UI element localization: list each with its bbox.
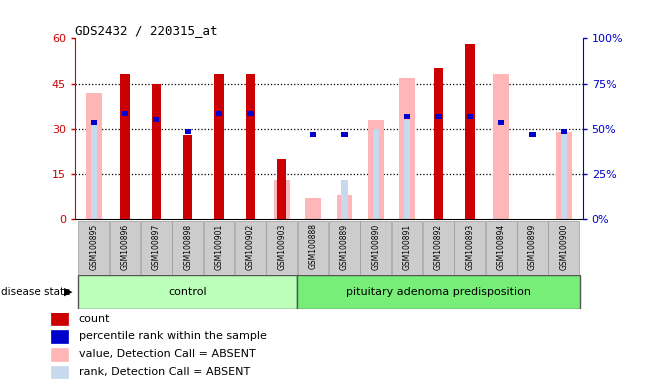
Bar [465,45,475,219]
Text: pituitary adenoma predisposition: pituitary adenoma predisposition [346,287,531,297]
Bar [310,132,316,137]
Text: GSM100895: GSM100895 [89,223,98,270]
Bar [109,221,141,275]
Text: percentile rank within the sample: percentile rank within the sample [79,331,266,341]
Bar [298,221,329,275]
Bar [86,93,102,219]
Text: GSM100898: GSM100898 [183,223,192,270]
Bar [341,132,348,137]
Bar [204,221,234,275]
Bar [305,198,321,219]
Bar [152,84,161,219]
Bar [90,122,97,219]
Bar [361,221,391,275]
Bar [78,221,109,275]
Text: GSM100900: GSM100900 [559,223,568,270]
Text: GSM100892: GSM100892 [434,223,443,270]
Bar [372,129,379,219]
Text: rank, Detection Call = ABSENT: rank, Detection Call = ABSENT [79,367,250,377]
Bar [122,111,128,116]
Bar [392,221,422,275]
Text: GSM100890: GSM100890 [371,223,380,270]
Text: GSM100896: GSM100896 [120,223,130,270]
Bar [214,74,224,219]
Bar [368,120,383,219]
Bar [423,221,454,275]
Bar [498,120,505,125]
Bar [235,221,266,275]
Text: disease state: disease state [1,287,71,297]
Bar [183,135,193,219]
Bar [277,159,286,219]
Text: GSM100901: GSM100901 [215,223,223,270]
Bar [266,221,297,275]
Bar [399,78,415,219]
Bar [561,132,567,219]
Text: control: control [169,287,207,297]
Bar [341,180,348,219]
Text: GSM100893: GSM100893 [465,223,475,270]
Bar [529,132,536,137]
Bar [404,114,410,119]
Bar [274,180,290,219]
Text: GSM100902: GSM100902 [246,223,255,270]
Bar [467,114,473,119]
Bar [51,330,68,343]
Bar [78,275,298,309]
Text: GSM100888: GSM100888 [309,223,318,270]
Bar [561,129,567,134]
Text: GSM100891: GSM100891 [402,223,411,270]
Bar [454,221,485,275]
Bar [245,74,255,219]
Text: GSM100894: GSM100894 [497,223,506,270]
Text: count: count [79,314,110,324]
Bar [279,171,285,219]
Text: GSM100899: GSM100899 [528,223,537,270]
Bar [436,114,441,119]
Bar [185,129,191,134]
Bar [153,117,159,122]
Bar [329,221,360,275]
Bar [434,68,443,219]
Bar [173,221,203,275]
Bar [216,111,222,116]
Bar [337,195,352,219]
Bar [549,221,579,275]
Bar [51,348,68,361]
Text: value, Detection Call = ABSENT: value, Detection Call = ABSENT [79,349,255,359]
Text: ▶: ▶ [64,287,72,297]
Bar [141,221,172,275]
Bar [298,275,579,309]
Bar [517,221,548,275]
Bar [247,111,253,116]
Bar [90,120,97,125]
Bar [51,312,68,325]
Text: GSM100903: GSM100903 [277,223,286,270]
Bar [51,366,68,378]
Bar [486,221,516,275]
Bar [493,74,509,219]
Bar [120,74,130,219]
Text: GSM100897: GSM100897 [152,223,161,270]
Bar [404,120,410,219]
Bar [556,132,572,219]
Text: GSM100889: GSM100889 [340,223,349,270]
Text: GDS2432 / 220315_at: GDS2432 / 220315_at [75,24,217,37]
